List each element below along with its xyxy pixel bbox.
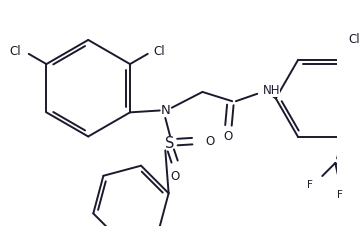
Text: F: F [337, 190, 343, 200]
Text: O: O [170, 170, 179, 183]
Text: Cl: Cl [153, 45, 165, 58]
Text: S: S [165, 135, 175, 150]
Text: O: O [205, 135, 215, 148]
Text: F: F [307, 180, 313, 190]
Text: Cl: Cl [348, 33, 360, 46]
Text: NH: NH [263, 84, 280, 98]
Text: O: O [224, 130, 233, 143]
Text: N: N [160, 104, 170, 117]
Text: Cl: Cl [10, 45, 21, 58]
